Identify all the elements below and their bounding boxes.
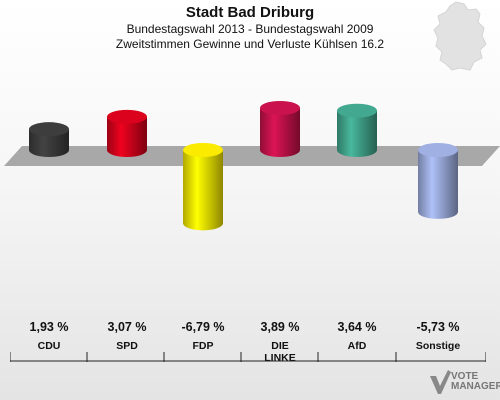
vote-manager-logo-icon: [430, 370, 451, 394]
bar-bottom-cap: [29, 143, 69, 157]
bar-afd: [337, 103, 377, 157]
chart-header: Stadt Bad Driburg Bundestagswahl 2013 - …: [0, 4, 500, 52]
bar-bottom-cap: [107, 143, 147, 157]
chart-subtitle-1: Bundestagswahl 2013 - Bundestagswahl 200…: [126, 22, 374, 36]
value-label: 3,64 %: [337, 320, 377, 334]
bar-chart: [4, 100, 500, 231]
category-label: Sonstige: [415, 340, 461, 352]
bar-top-cap: [29, 122, 69, 137]
bar-die-linke: [260, 100, 300, 157]
bars-group: [29, 100, 458, 231]
bar-bottom-cap: [183, 216, 223, 231]
watermark-line-1: VOTE: [451, 371, 479, 382]
value-label: 1,93 %: [29, 320, 69, 334]
bar-cdu: [29, 122, 69, 157]
value-label: -6,79 %: [181, 320, 225, 334]
category-label: SPD: [116, 340, 138, 352]
bar-sonstige: [418, 143, 458, 219]
bar-top-cap: [183, 143, 223, 157]
bar-bottom-cap: [260, 143, 300, 157]
x-axis: [10, 352, 486, 362]
bar-top-cap: [337, 103, 377, 118]
value-label: 3,89 %: [260, 320, 300, 334]
watermark-text: VOTE MANAGER: [451, 372, 500, 392]
bar-body: [260, 107, 300, 150]
bar-body: [418, 150, 458, 212]
bar-bottom-cap: [418, 204, 458, 219]
bar-top-cap: [260, 100, 300, 115]
value-label: 3,07 %: [107, 320, 147, 334]
watermark-line-2: MANAGER: [451, 381, 500, 392]
chart-subtitle-2: Zweitstimmen Gewinne und Verluste Kühlse…: [115, 37, 385, 51]
bar-top-cap: [418, 143, 458, 157]
germany-map-icon: [433, 1, 487, 71]
bar-fdp: [183, 143, 223, 231]
value-label: -5,73 %: [416, 320, 460, 334]
bar-bottom-cap: [337, 143, 377, 157]
chart-title: Stadt Bad Driburg: [185, 4, 315, 21]
category-label: AfD: [347, 340, 367, 352]
category-label: CDU: [37, 340, 61, 352]
category-label: FDP: [192, 340, 214, 352]
bar-top-cap: [107, 109, 147, 124]
bar-body: [183, 150, 223, 224]
bar-spd: [107, 109, 147, 157]
